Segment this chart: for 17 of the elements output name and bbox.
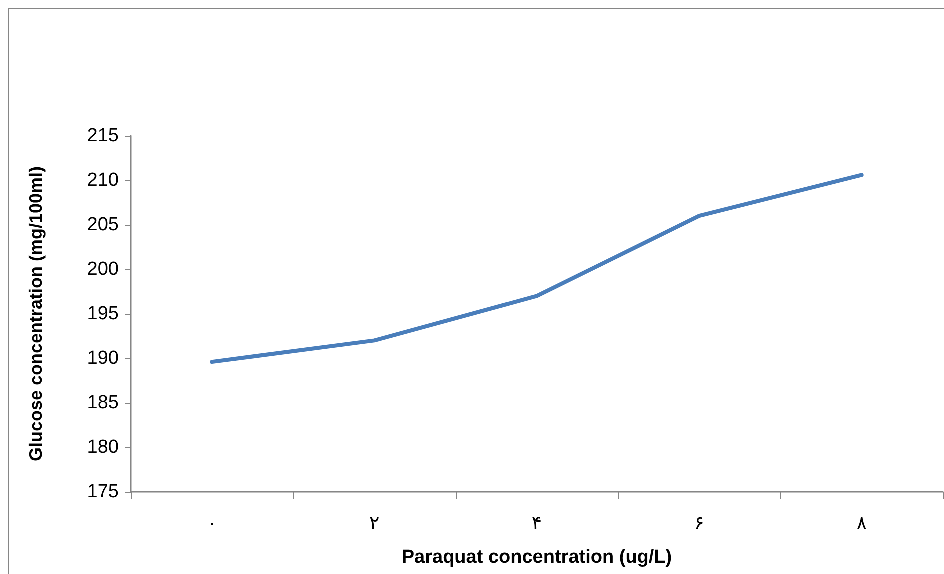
- x-axis-title: Paraquat concentration (ug/L): [402, 547, 672, 568]
- x-tick-label: ۸: [856, 512, 867, 534]
- y-tick-label: 175: [87, 482, 119, 502]
- y-tick-label: 215: [87, 126, 119, 146]
- y-tick-label: 180: [87, 437, 119, 458]
- x-tick-label: ۴: [532, 512, 542, 534]
- y-axis-title: Glucose concentration (mg/100ml): [26, 166, 46, 462]
- x-tick-label: ۲: [369, 512, 380, 534]
- y-tick-label: 195: [87, 304, 119, 324]
- x-tick-label: ۶: [694, 512, 705, 534]
- line-series: [210, 173, 864, 364]
- y-tick-label: 190: [87, 348, 119, 369]
- y-tick-label: 205: [87, 214, 119, 236]
- y-tick-label: 210: [87, 170, 119, 191]
- y-tick-label: 200: [87, 259, 119, 280]
- y-tick-label: 185: [87, 392, 119, 414]
- x-tick-label: ۰: [207, 512, 218, 534]
